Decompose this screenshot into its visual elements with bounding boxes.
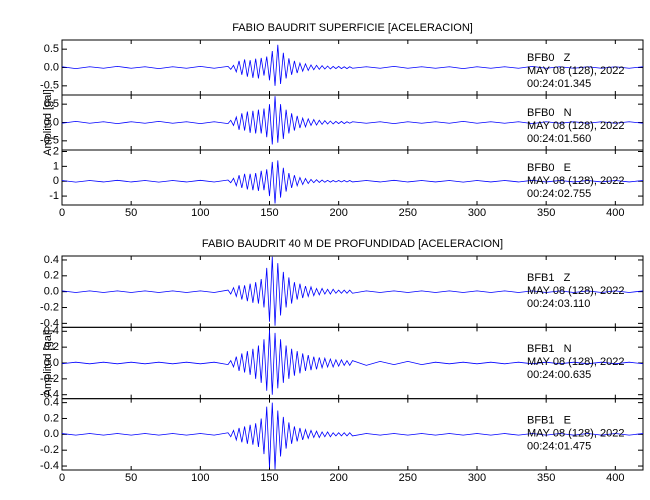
- y-tick-label: -0.4: [40, 389, 59, 401]
- y-tick-label: 0.0: [44, 286, 59, 298]
- y-tick-label: 0.4: [44, 325, 59, 337]
- x-tick-label: 100: [191, 472, 209, 484]
- x-tick-label: 350: [537, 472, 555, 484]
- y-tick-label: 0.0: [44, 116, 59, 128]
- y-tick-label: -0.2: [40, 444, 59, 456]
- time-label: 00:24:03.110: [527, 298, 590, 310]
- panel-title: FABIO BAUDRIT 40 M DE PROFUNDIDAD [ACELE…: [202, 238, 503, 250]
- x-tick-label: 350: [537, 207, 555, 219]
- waveform: [62, 96, 643, 145]
- date-label: MAY 08 (128), 2022: [527, 65, 624, 77]
- x-tick-label: 200: [329, 207, 347, 219]
- date-label: MAY 08 (128), 2022: [527, 175, 624, 187]
- y-tick-label: -1: [49, 190, 59, 202]
- date-label: MAY 08 (128), 2022: [527, 120, 624, 132]
- time-label: 00:24:01.475: [527, 441, 591, 453]
- station-label: BFB1 Z: [527, 272, 571, 284]
- y-tick-label: 0.0: [44, 61, 59, 73]
- y-tick-label: 0.0: [44, 357, 59, 369]
- x-tick-label: 250: [399, 472, 417, 484]
- x-tick-label: 150: [260, 207, 278, 219]
- time-label: 00:24:01.345: [527, 78, 591, 90]
- y-tick-label: -0.2: [40, 373, 59, 385]
- x-tick-label: 400: [606, 472, 624, 484]
- station-label: BFB0 N: [527, 107, 572, 119]
- waveform: [62, 256, 643, 326]
- y-tick-label: 0.4: [44, 254, 59, 266]
- y-tick-label: 1: [53, 160, 59, 172]
- station-label: BFB1 E: [527, 415, 571, 427]
- panel-title: FABIO BAUDRIT SUPERFICIE [ACELERACION]: [232, 22, 473, 34]
- y-tick-label: 0.2: [44, 270, 59, 282]
- y-tick-label: -0.4: [40, 460, 59, 472]
- date-label: MAY 08 (128), 2022: [527, 428, 624, 440]
- subplot-frame: [61, 149, 644, 206]
- y-tick-label: 0.4: [44, 397, 59, 409]
- date-label: MAY 08 (128), 2022: [527, 285, 624, 297]
- y-tick-label: 0.0: [44, 428, 59, 440]
- waveform: [62, 160, 643, 204]
- y-tick-label: 0.2: [44, 412, 59, 424]
- time-label: 00:24:02.755: [527, 188, 591, 200]
- x-tick-label: 200: [329, 472, 347, 484]
- y-tick-label: 0.2: [44, 341, 59, 353]
- y-axis-label: Amplitud [gal]: [42, 89, 54, 156]
- y-tick-label: -0.4: [40, 317, 59, 329]
- time-label: 00:24:00.635: [527, 369, 591, 381]
- y-tick-label: 0: [53, 175, 59, 187]
- date-label: MAY 08 (128), 2022: [527, 356, 624, 368]
- x-tick-label: 300: [468, 472, 486, 484]
- station-label: BFB0 E: [527, 162, 571, 174]
- station-label: BFB0 Z: [527, 52, 571, 64]
- x-tick-label: 50: [125, 472, 137, 484]
- y-axis-label: Amplitud [gal]: [42, 330, 54, 397]
- x-tick-label: 0: [59, 472, 65, 484]
- x-tick-label: 0: [59, 207, 65, 219]
- y-tick-label: 2: [53, 145, 59, 157]
- waveform: [62, 402, 643, 470]
- waveform: [62, 44, 643, 86]
- y-tick-label: -0.2: [40, 301, 59, 313]
- y-tick-label: -0.5: [40, 135, 59, 147]
- y-tick-label: -0.5: [40, 80, 59, 92]
- y-tick-label: 0.5: [44, 43, 59, 55]
- station-label: BFB1 N: [527, 343, 572, 355]
- waveform: [62, 329, 643, 395]
- x-tick-label: 150: [260, 472, 278, 484]
- x-tick-label: 400: [606, 207, 624, 219]
- x-tick-label: 100: [191, 207, 209, 219]
- x-tick-label: 250: [399, 207, 417, 219]
- x-tick-label: 300: [468, 207, 486, 219]
- time-label: 00:24:01.560: [527, 133, 591, 145]
- x-tick-label: 50: [125, 207, 137, 219]
- y-tick-label: 0.5: [44, 98, 59, 110]
